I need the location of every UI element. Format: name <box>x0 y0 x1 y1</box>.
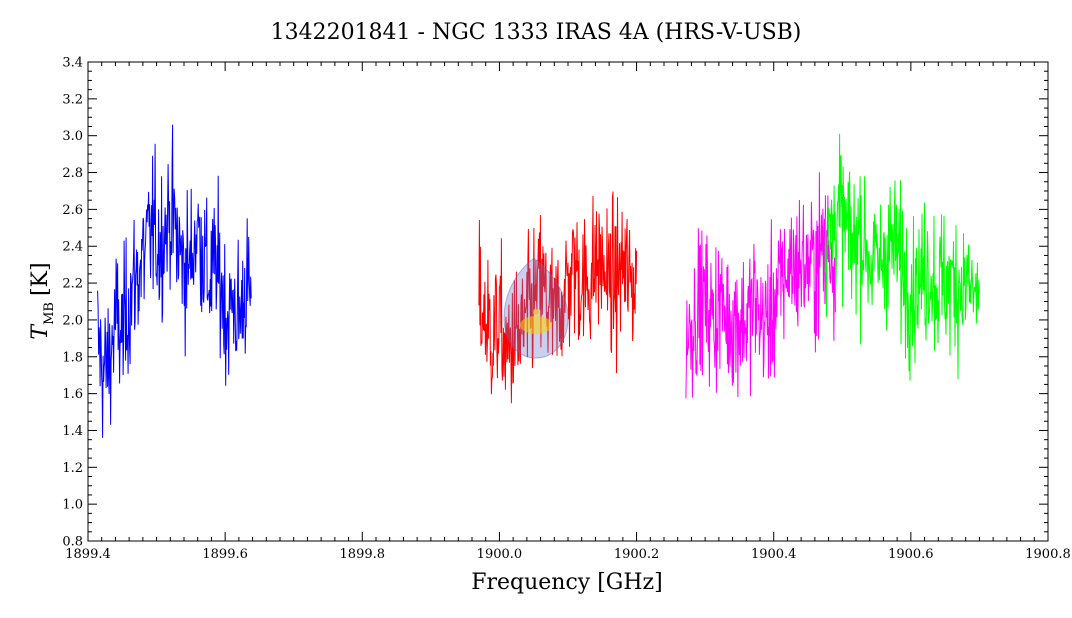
y-tick-label: 1.8 <box>62 350 83 365</box>
y-tick-label: 2.8 <box>62 166 83 181</box>
y-tick-label: 2.4 <box>62 240 83 255</box>
y-tick-label: 1.4 <box>62 424 83 439</box>
watermark-logo <box>503 257 569 359</box>
y-tick-label: 3.2 <box>62 92 83 107</box>
y-tick-label: 0.8 <box>62 535 83 550</box>
y-tick-label: 2.0 <box>62 313 83 328</box>
y-axis-label-subscript: MB <box>42 302 57 325</box>
x-axis-label: Frequency [GHz] <box>471 570 663 595</box>
series-line-1 <box>97 124 252 438</box>
x-tick-label: 1899.6 <box>202 547 248 562</box>
y-axis-label: TMB [K] <box>28 262 57 339</box>
y-tick-label: 1.2 <box>62 461 83 476</box>
y-tick-label: 3.0 <box>62 129 83 144</box>
y-tick-label: 1.0 <box>62 498 83 513</box>
x-tick-label: 1900.6 <box>888 547 934 562</box>
chart-title: 1342201841 - NGC 1333 IRAS 4A (HRS-V-USB… <box>271 20 802 45</box>
x-tick-label: 1899.4 <box>65 547 111 562</box>
x-tick-label: 1899.8 <box>340 547 386 562</box>
y-axis-label-unit: [K] <box>28 262 53 296</box>
x-tick-label: 1900.4 <box>751 547 797 562</box>
series-layer <box>97 124 980 438</box>
y-tick-label: 2.2 <box>62 277 83 292</box>
series-line-3 <box>685 172 836 399</box>
series-line-2 <box>478 191 638 404</box>
y-tick-label: 3.4 <box>62 56 83 71</box>
x-tick-label: 1900.0 <box>477 547 523 562</box>
y-tick-label: 2.6 <box>62 203 83 218</box>
x-tick-label: 1900.8 <box>1025 547 1071 562</box>
y-axis: 0.8 1.0 1.2 1.4 1.6 1.8 2.0 2.2 2.4 2.6 2.8 3.0 3.2 3… <box>62 56 1048 550</box>
series-line-4 <box>824 133 980 381</box>
x-axis: 1899.4 1899.6 1899.8 1900.0 1900.2 1900.4 1900… <box>65 62 1071 562</box>
y-tick-label: 1.6 <box>62 387 83 402</box>
y-axis-label-symbol: T <box>28 323 53 340</box>
x-tick-label: 1900.2 <box>614 547 660 562</box>
